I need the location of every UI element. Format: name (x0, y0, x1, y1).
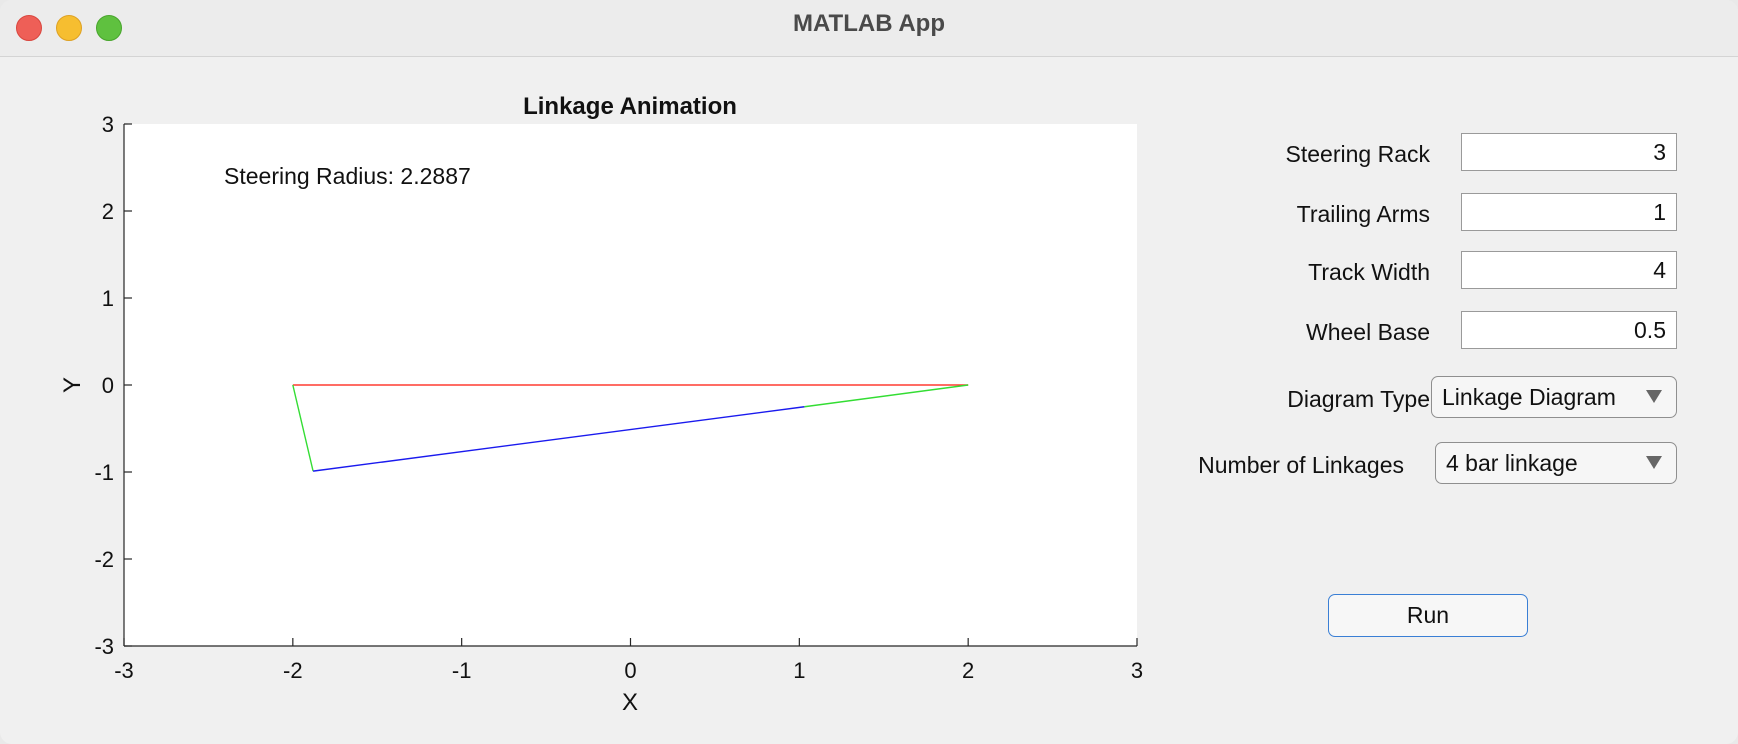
minimize-window-button[interactable] (56, 15, 82, 41)
diagram-type-dropdown[interactable]: Linkage Diagram (1431, 376, 1677, 418)
x-tick-label: -3 (114, 658, 134, 683)
number-of-linkages-label: Number of Linkages (1198, 452, 1404, 478)
y-tick-label: -1 (94, 460, 114, 485)
x-tick-label: -2 (283, 658, 303, 683)
number-of-linkages-dropdown[interactable]: 4 bar linkage (1435, 442, 1677, 484)
steering-radius-annotation: Steering Radius: 2.2887 (224, 163, 471, 189)
dropdown-arrow-icon (1646, 390, 1662, 403)
title-bar: MATLAB App (0, 0, 1738, 57)
dropdown-arrow-icon (1646, 456, 1662, 469)
y-tick-label: 3 (102, 112, 114, 137)
link-green-left (292, 384, 314, 472)
link-blue (313, 406, 805, 472)
steering-rack-field[interactable]: 3 (1461, 133, 1677, 171)
wheel-base-field[interactable]: 0.5 (1461, 311, 1677, 349)
x-axis-label: X (622, 689, 638, 716)
x-tick-label: 0 (624, 658, 636, 683)
steering-rack-label: Steering Rack (1285, 141, 1430, 167)
wheel-base-label: Wheel Base (1305, 319, 1430, 345)
y-tick-label: -3 (94, 634, 114, 659)
diagram-type-value: Linkage Diagram (1442, 384, 1616, 410)
y-tick-label: 1 (102, 286, 114, 311)
trailing-arms-field[interactable]: 1 (1461, 193, 1677, 231)
x-tick-label: 1 (793, 658, 805, 683)
axes-title: Linkage Animation (523, 93, 737, 120)
link-green-right (804, 384, 969, 408)
y-axis-label: Y (59, 377, 86, 393)
maximize-window-button[interactable] (96, 15, 122, 41)
x-tick-label: 3 (1131, 658, 1143, 683)
window-title: MATLAB App (793, 10, 945, 37)
number-of-linkages-value: 4 bar linkage (1446, 450, 1578, 476)
diagram-type-label: Diagram Type (1287, 386, 1430, 412)
x-tick-label: 2 (962, 658, 974, 683)
y-tick-label: 0 (102, 373, 114, 398)
x-tick-label: -1 (452, 658, 472, 683)
track-width-label: Track Width (1308, 259, 1430, 285)
close-window-button[interactable] (16, 15, 42, 41)
y-tick-label: -2 (94, 547, 114, 572)
track-width-field[interactable]: 4 (1461, 251, 1677, 289)
run-button[interactable]: Run (1328, 594, 1528, 637)
y-tick-label: 2 (102, 199, 114, 224)
trailing-arms-label: Trailing Arms (1296, 201, 1430, 227)
